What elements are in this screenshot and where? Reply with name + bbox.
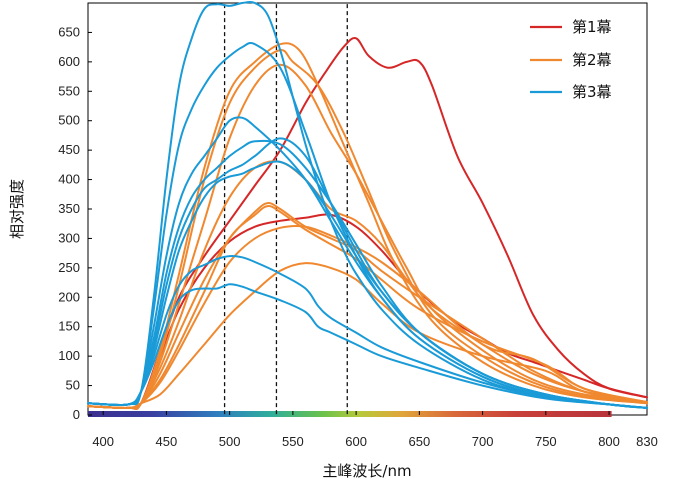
series-line-3 — [87, 42, 648, 410]
y-tick-label: 150 — [58, 319, 80, 334]
series-line-9 — [87, 224, 648, 409]
x-tick-label: 500 — [219, 434, 241, 449]
x-tick-label: 600 — [345, 434, 367, 449]
series-line-1 — [87, 37, 648, 410]
series-line-17 — [87, 255, 648, 409]
x-tick-label: 800 — [598, 434, 620, 449]
y-tick-label: 400 — [58, 172, 80, 187]
x-tick-label: 450 — [156, 434, 178, 449]
y-tick-label: 600 — [58, 54, 80, 69]
series-line-10 — [87, 262, 648, 409]
legend: 第1幕 第2幕 第3幕 — [530, 18, 612, 101]
y-tick-label: 500 — [58, 113, 80, 128]
y-tick-label: 0 — [73, 407, 80, 422]
y-tick-label: 300 — [58, 230, 80, 245]
series-line-5 — [87, 63, 648, 410]
x-tick-label: 550 — [282, 434, 304, 449]
series-line-11 — [87, 0, 648, 409]
series-line-7 — [87, 202, 648, 409]
legend-label-act3: 第3幕 — [572, 83, 612, 101]
y-tick-label: 50 — [66, 378, 80, 393]
y-tick-label: 100 — [58, 348, 80, 363]
series-line-16 — [87, 160, 648, 409]
x-tick-label: 700 — [472, 434, 494, 449]
x-tick-label: 830 — [636, 434, 658, 449]
y-tick-label: 550 — [58, 83, 80, 98]
plot-frame — [87, 2, 648, 416]
x-tick-label: 650 — [409, 434, 431, 449]
series-line-12 — [87, 41, 648, 409]
legend-label-act1: 第1幕 — [572, 18, 612, 36]
x-tick-label: 750 — [535, 434, 557, 449]
x-tick-label: 400 — [92, 434, 114, 449]
legend-label-act2: 第2幕 — [572, 51, 612, 69]
series-line-8 — [87, 205, 648, 409]
y-tick-label: 650 — [58, 24, 80, 39]
spectrum-color-bar — [88, 411, 612, 417]
series-line-18 — [87, 283, 648, 409]
y-tick-label: 450 — [58, 142, 80, 157]
series-line-13 — [87, 116, 648, 409]
y-tick-label: 250 — [58, 260, 80, 275]
y-axis-title: 相对强度 — [8, 179, 26, 239]
x-axis-title: 主峰波长/nm — [322, 462, 411, 480]
y-tick-label: 350 — [58, 201, 80, 216]
y-tick-label: 200 — [58, 289, 80, 304]
